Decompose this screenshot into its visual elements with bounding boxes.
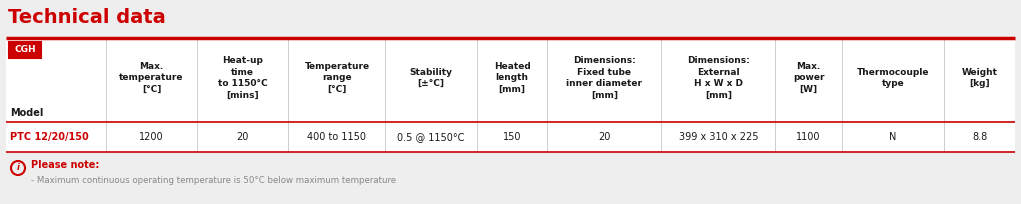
Text: 400 to 1150: 400 to 1150 xyxy=(307,132,367,142)
Bar xyxy=(6,122,1015,152)
Bar xyxy=(6,38,1015,122)
Text: Stability
[±°C]: Stability [±°C] xyxy=(409,68,452,88)
Text: 150: 150 xyxy=(502,132,522,142)
Text: 1200: 1200 xyxy=(139,132,164,142)
Text: 0.5 @ 1150°C: 0.5 @ 1150°C xyxy=(397,132,465,142)
Text: Temperature
range
[°C]: Temperature range [°C] xyxy=(304,62,370,94)
Text: Max.
power
[W]: Max. power [W] xyxy=(793,62,824,94)
Text: 8.8: 8.8 xyxy=(972,132,987,142)
Text: - Maximum continuous operating temperature is 50°C below maximum temperature: - Maximum continuous operating temperatu… xyxy=(31,176,396,185)
Text: Thermocouple
type: Thermocouple type xyxy=(857,68,929,88)
Text: Please note:: Please note: xyxy=(31,160,99,170)
Text: i: i xyxy=(16,163,19,173)
Text: 20: 20 xyxy=(598,132,611,142)
Text: Model: Model xyxy=(10,108,43,118)
Text: Dimensions:
Fixed tube
inner diameter
[mm]: Dimensions: Fixed tube inner diameter [m… xyxy=(567,56,642,100)
Text: Max.
temperature
[°C]: Max. temperature [°C] xyxy=(119,62,184,94)
Bar xyxy=(9,42,41,58)
Text: 399 x 310 x 225: 399 x 310 x 225 xyxy=(679,132,759,142)
Text: PTC 12/20/150: PTC 12/20/150 xyxy=(10,132,89,142)
Text: Weight
[kg]: Weight [kg] xyxy=(962,68,998,88)
Text: Technical data: Technical data xyxy=(8,8,165,27)
Text: Heat-up
time
to 1150°C
[mins]: Heat-up time to 1150°C [mins] xyxy=(218,56,268,100)
Text: N: N xyxy=(889,132,896,142)
Text: Dimensions:
External
H x W x D
[mm]: Dimensions: External H x W x D [mm] xyxy=(687,56,749,100)
Text: 1100: 1100 xyxy=(796,132,821,142)
Text: CGH: CGH xyxy=(14,45,36,54)
Text: Heated
length
[mm]: Heated length [mm] xyxy=(493,62,530,94)
Text: 20: 20 xyxy=(237,132,249,142)
